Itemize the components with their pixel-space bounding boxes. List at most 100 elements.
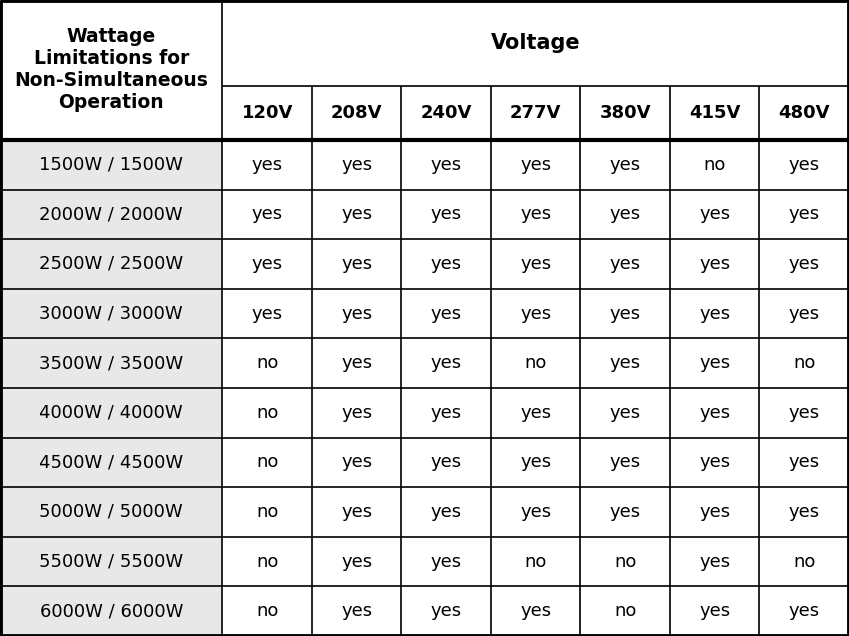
Bar [760,438,849,487]
Text: yes: yes [341,205,372,223]
Bar [670,537,760,586]
Text: yes: yes [520,305,551,322]
Text: no: no [525,553,547,570]
Text: yes: yes [341,156,372,174]
Text: yes: yes [430,354,462,372]
Bar [222,140,312,190]
Bar [222,388,312,438]
Bar [0,140,849,190]
Text: yes: yes [700,404,730,422]
Bar [760,487,849,537]
Text: yes: yes [520,453,551,471]
Text: yes: yes [789,205,820,223]
Bar [581,338,670,388]
Bar [581,586,670,636]
Text: yes: yes [789,404,820,422]
Text: yes: yes [341,305,372,322]
Text: yes: yes [700,553,730,570]
Text: no: no [256,503,278,521]
Bar [491,438,581,487]
Text: no: no [256,354,278,372]
Text: yes: yes [700,602,730,620]
Bar [312,190,402,239]
Text: no: no [256,602,278,620]
Text: yes: yes [251,255,283,273]
Text: 2500W / 2500W: 2500W / 2500W [39,255,183,273]
Bar [491,140,581,190]
Bar [0,239,849,289]
Bar [222,487,312,537]
Bar [760,289,849,338]
Bar [670,438,760,487]
Bar [760,140,849,190]
Text: yes: yes [700,503,730,521]
Bar [312,487,402,537]
Bar [312,537,402,586]
Text: 3000W / 3000W: 3000W / 3000W [39,305,183,322]
Text: no: no [704,156,726,174]
Bar [760,338,849,388]
Bar [491,239,581,289]
Bar [402,289,491,338]
Bar [0,438,849,487]
Text: yes: yes [251,305,283,322]
Bar [0,338,849,388]
Text: yes: yes [789,453,820,471]
Bar [222,239,312,289]
Bar [402,586,491,636]
Bar [670,190,760,239]
Text: yes: yes [700,354,730,372]
Bar [0,289,849,338]
Text: 4000W / 4000W: 4000W / 4000W [39,404,183,422]
Bar [581,190,670,239]
Text: yes: yes [700,205,730,223]
Bar [581,487,670,537]
Text: 1500W / 1500W: 1500W / 1500W [39,156,183,174]
Text: yes: yes [789,602,820,620]
Bar [312,289,402,338]
Text: yes: yes [430,503,462,521]
Text: yes: yes [700,305,730,322]
Text: yes: yes [520,255,551,273]
Text: yes: yes [341,453,372,471]
Bar [670,239,760,289]
Text: 2000W / 2000W: 2000W / 2000W [39,205,183,223]
Bar [402,140,491,190]
Text: yes: yes [520,205,551,223]
Text: yes: yes [610,255,641,273]
Bar [670,388,760,438]
Bar [491,487,581,537]
Bar [491,338,581,388]
Text: yes: yes [430,255,462,273]
Text: yes: yes [789,156,820,174]
Text: 4500W / 4500W: 4500W / 4500W [39,453,183,471]
Text: yes: yes [610,503,641,521]
Text: no: no [256,553,278,570]
Bar [760,388,849,438]
Bar [402,438,491,487]
Text: 6000W / 6000W: 6000W / 6000W [40,602,183,620]
Bar [402,487,491,537]
Bar [760,537,849,586]
Text: yes: yes [341,553,372,570]
Bar [222,438,312,487]
Text: yes: yes [520,503,551,521]
Text: no: no [614,553,637,570]
Bar [670,289,760,338]
Text: yes: yes [341,354,372,372]
Text: no: no [256,404,278,422]
Bar [491,289,581,338]
Text: yes: yes [789,503,820,521]
Text: yes: yes [341,503,372,521]
Bar [222,289,312,338]
Text: 480V: 480V [779,104,830,122]
Bar [491,388,581,438]
Text: yes: yes [700,453,730,471]
Bar [670,338,760,388]
Bar [581,140,670,190]
Text: yes: yes [610,453,641,471]
Text: yes: yes [520,156,551,174]
Text: 120V: 120V [241,104,293,122]
Bar [760,586,849,636]
Text: yes: yes [789,305,820,322]
